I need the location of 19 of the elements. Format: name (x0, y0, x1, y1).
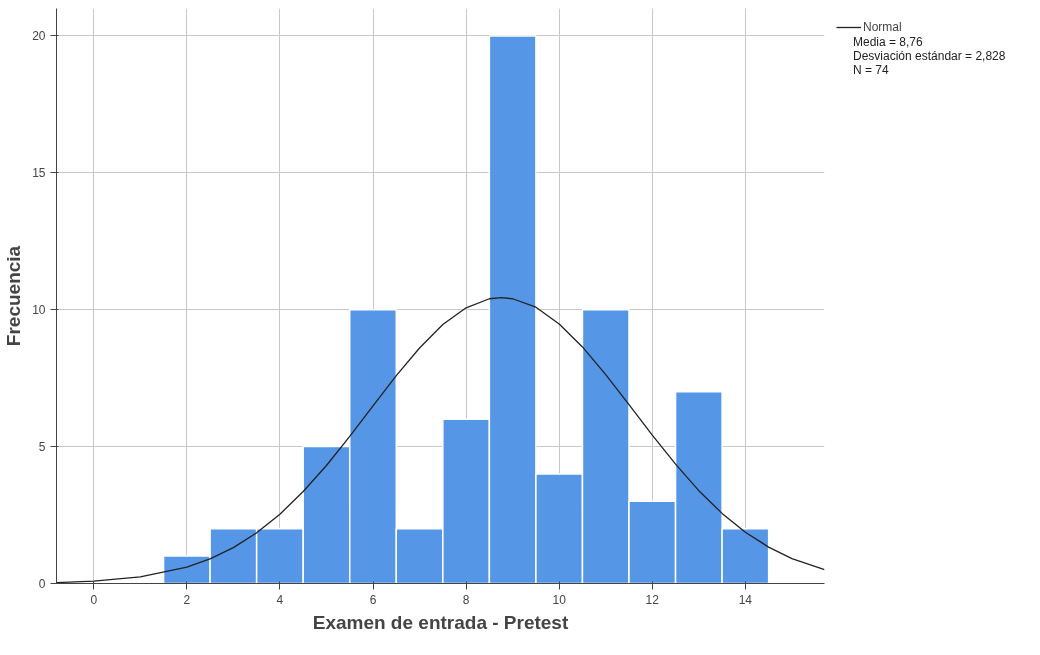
x-tick-label: 12 (645, 592, 660, 607)
x-tick-label: 8 (462, 592, 470, 607)
x-tick-label: 0 (90, 592, 98, 607)
text: N = 74 (853, 63, 889, 77)
x-tick-label: 10 (552, 592, 567, 607)
y-tick-label: 20 (32, 29, 46, 44)
legend-label: Normal (863, 20, 902, 34)
x-tick-label: 4 (276, 592, 284, 607)
text: Desviación estándar = 2,828 (853, 49, 1006, 63)
x-tick-label: 2 (183, 592, 191, 607)
x-tick-label: 6 (369, 592, 377, 607)
y-axis-title: Frecuencia (3, 245, 25, 347)
x-axis-title: Examen de entrada - Pretest (312, 611, 569, 633)
y-tick-label: 5 (38, 440, 46, 455)
y-tick-label: 10 (32, 303, 46, 318)
text: Media = 8,76 (853, 35, 923, 49)
y-tick-label: 15 (32, 166, 46, 181)
x-tick-label: 14 (738, 592, 753, 607)
y-tick-label: 0 (38, 577, 46, 591)
